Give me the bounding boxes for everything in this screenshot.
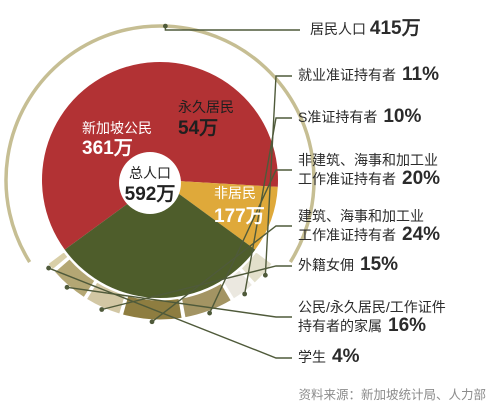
total-badge <box>119 152 181 214</box>
connector-dot <box>46 265 52 271</box>
citizens-value: 361万 <box>82 138 133 159</box>
residents-dot <box>162 23 168 29</box>
breakdown-label-line: 学生 4% <box>298 346 360 367</box>
breakdown-label-line: 外籍女佣 15% <box>298 254 398 275</box>
breakdown-pct: 4% <box>332 346 360 367</box>
connector-line <box>66 286 292 318</box>
breakdown-pct: 15% <box>360 254 398 275</box>
non-residents-name: 非居民 <box>214 185 256 201</box>
non-residents-value: 177万 <box>214 206 265 227</box>
connector-line <box>208 169 292 314</box>
breakdown-pct: 24% <box>402 224 440 245</box>
residents-ring <box>4 24 316 263</box>
breakdown-pct: 20% <box>402 168 440 189</box>
non-residents-slice <box>64 180 256 298</box>
residents-label: 居民人口 415万 <box>310 18 421 39</box>
permanent-residents-value: 54万 <box>178 118 218 139</box>
total-name: 总人口 <box>129 165 171 181</box>
residents-value: 415万 <box>370 18 421 39</box>
source-note: 资料来源：新加坡统计局、人力部 <box>298 387 486 402</box>
breakdown-pct: 10% <box>383 106 421 127</box>
breakdown-pct: 16% <box>388 315 426 336</box>
breakdown-label-line: 就业准证持有者 11% <box>298 64 439 85</box>
breakdown-label-line: 建筑、海事和加工业 <box>298 208 424 224</box>
citizens-name: 新加坡公民 <box>82 120 152 136</box>
breakdown-label-line: 工作准证持有者 24% <box>298 224 440 245</box>
connector-line <box>48 267 292 359</box>
breakdown-label-line: 公民/永久居民/工作证件 <box>298 299 446 315</box>
connector-dot <box>207 310 213 316</box>
breakdown-pct: 11% <box>402 64 439 85</box>
connector-dot <box>149 319 155 325</box>
total-value: 592万 <box>125 184 176 205</box>
connector-dot <box>242 291 248 297</box>
permanent-residents-slice <box>160 180 278 250</box>
connector-line <box>101 265 292 311</box>
employment-pass-segment <box>240 251 273 284</box>
breakdown-label-line: 持有者的家属 16% <box>298 315 426 336</box>
connector-dot <box>64 284 70 290</box>
breakdown-label-line: S准证持有者 10% <box>298 106 421 127</box>
connector-line <box>264 75 292 276</box>
permanent-residents-name: 永久居民 <box>178 99 234 115</box>
connector-dot <box>262 272 268 278</box>
connector-line <box>243 117 292 295</box>
connector-line <box>151 225 292 323</box>
breakdown-label-line: 非建筑、海事和加工业 <box>298 152 438 168</box>
residents-name: 居民人口 <box>310 21 370 37</box>
breakdown-label-line: 工作准证持有者 20% <box>298 168 440 189</box>
connector-dot <box>99 307 105 312</box>
